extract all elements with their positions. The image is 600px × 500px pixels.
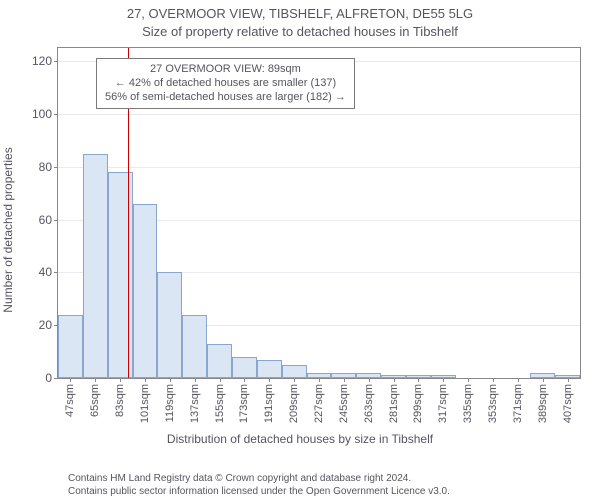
xtick-label: 335sqm [462, 384, 474, 423]
ytick-mark [54, 220, 58, 221]
xtick-label: 407sqm [562, 384, 574, 423]
xtick-label: 119sqm [164, 384, 176, 422]
ytick-mark [54, 167, 58, 168]
xtick-mark [493, 378, 494, 382]
xtick-label: 227sqm [313, 384, 325, 423]
histogram-bar [58, 315, 83, 378]
ytick-mark [54, 272, 58, 273]
xtick-label: 209sqm [288, 384, 300, 423]
xtick-mark [195, 378, 196, 382]
xtick-mark [344, 378, 345, 382]
ytick-mark [54, 378, 58, 379]
xtick-mark [543, 378, 544, 382]
histogram-bar [257, 360, 282, 378]
histogram-bar [182, 315, 207, 378]
gridline [58, 167, 580, 168]
x-axis-label: Distribution of detached houses by size … [0, 432, 600, 446]
xtick-mark [70, 378, 71, 382]
xtick-label: 299sqm [412, 384, 424, 423]
xtick-label: 65sqm [89, 384, 101, 417]
xtick-label: 173sqm [238, 384, 250, 423]
xtick-mark [468, 378, 469, 382]
histogram-bar [282, 365, 307, 378]
y-axis-label: Number of detached properties [1, 147, 15, 312]
xtick-mark [145, 378, 146, 382]
chart-title-line2: Size of property relative to detached ho… [0, 24, 600, 39]
annotation-line2: ← 42% of detached houses are smaller (13… [105, 77, 346, 91]
ytick-label: 60 [39, 213, 52, 227]
xtick-label: 281sqm [388, 384, 400, 423]
xtick-label: 47sqm [64, 384, 76, 417]
ytick-mark [54, 114, 58, 115]
histogram-bar [157, 272, 182, 378]
xtick-label: 83sqm [114, 384, 126, 417]
xtick-mark [244, 378, 245, 382]
xtick-mark [394, 378, 395, 382]
attribution-text: Contains HM Land Registry data © Crown c… [68, 472, 450, 498]
xtick-label: 353sqm [487, 384, 499, 423]
xtick-label: 371sqm [512, 384, 524, 423]
xtick-label: 101sqm [139, 384, 151, 423]
histogram-bar [207, 344, 232, 378]
ytick-label: 20 [39, 318, 52, 332]
ytick-mark [54, 61, 58, 62]
chart-container: 27, OVERMOOR VIEW, TIBSHELF, ALFRETON, D… [0, 0, 600, 500]
xtick-mark [319, 378, 320, 382]
annotation-line1: 27 OVERMOOR VIEW: 89sqm [105, 63, 346, 77]
ytick-label: 80 [39, 160, 52, 174]
histogram-bar [83, 154, 108, 378]
ytick-label: 40 [39, 265, 52, 279]
ytick-label: 120 [32, 54, 52, 68]
xtick-mark [95, 378, 96, 382]
xtick-label: 263sqm [363, 384, 375, 423]
xtick-label: 137sqm [189, 384, 201, 423]
xtick-label: 317sqm [437, 384, 449, 423]
xtick-label: 245sqm [338, 384, 350, 423]
annotation-line3: 56% of semi-detached houses are larger (… [105, 91, 346, 105]
histogram-bar [232, 357, 257, 378]
xtick-mark [120, 378, 121, 382]
ytick-label: 0 [45, 371, 52, 385]
xtick-mark [294, 378, 295, 382]
xtick-label: 191sqm [263, 384, 275, 423]
xtick-label: 389sqm [537, 384, 549, 423]
histogram-bar [133, 204, 158, 378]
xtick-mark [443, 378, 444, 382]
xtick-mark [518, 378, 519, 382]
attribution-line1: Contains HM Land Registry data © Crown c… [68, 472, 450, 485]
xtick-mark [369, 378, 370, 382]
ytick-label: 100 [32, 107, 52, 121]
annotation-box: 27 OVERMOOR VIEW: 89sqm ← 42% of detache… [96, 58, 355, 109]
xtick-label: 155sqm [214, 384, 226, 423]
xtick-mark [418, 378, 419, 382]
chart-title-line1: 27, OVERMOOR VIEW, TIBSHELF, ALFRETON, D… [0, 6, 600, 21]
xtick-mark [269, 378, 270, 382]
xtick-mark [220, 378, 221, 382]
xtick-mark [568, 378, 569, 382]
attribution-line2: Contains public sector information licen… [68, 485, 450, 498]
gridline [58, 114, 580, 115]
xtick-mark [170, 378, 171, 382]
